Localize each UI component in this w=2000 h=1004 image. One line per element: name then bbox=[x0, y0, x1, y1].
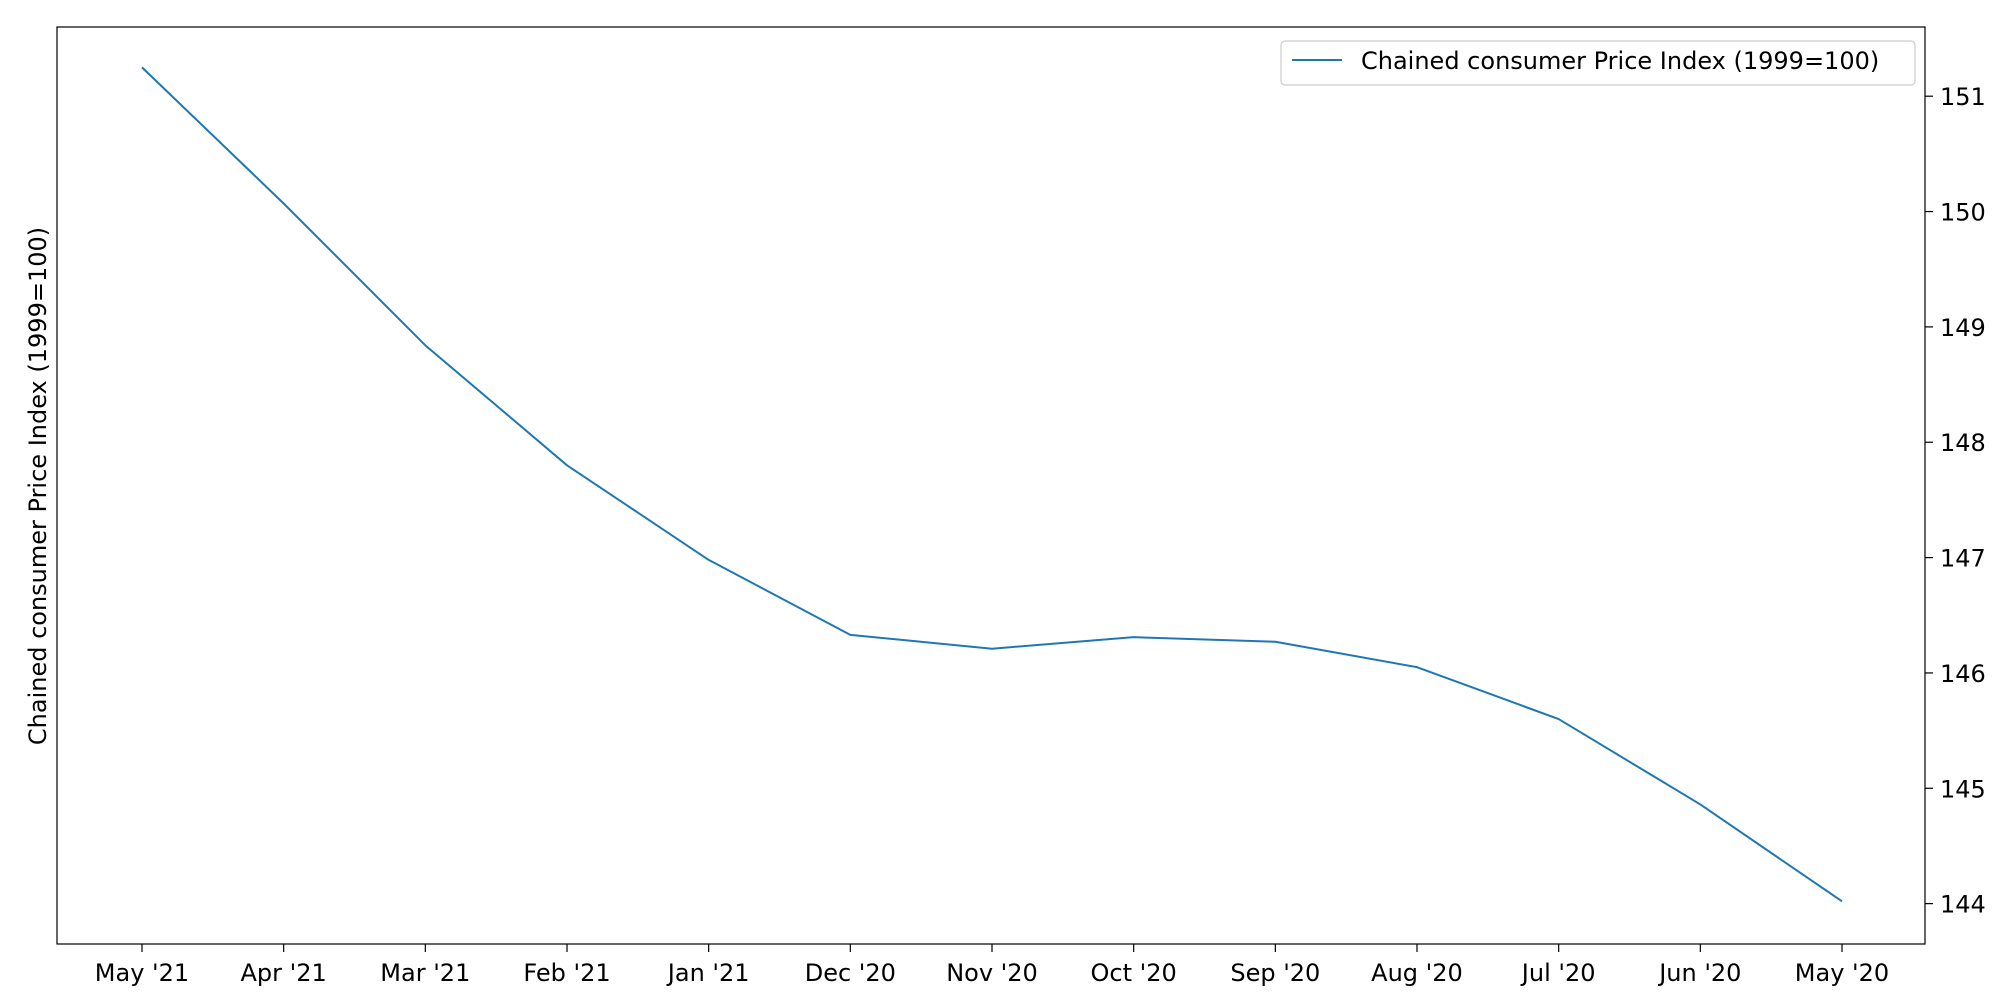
legend: Chained consumer Price Index (1999=100) bbox=[1280, 40, 1916, 86]
legend-box bbox=[1280, 40, 1916, 86]
plot-frame bbox=[56, 26, 1926, 945]
x-tick-label: Dec '20 bbox=[805, 959, 896, 987]
legend-label: Chained consumer Price Index (1999=100) bbox=[1361, 47, 1879, 75]
x-tick-label: May '20 bbox=[1795, 959, 1889, 987]
y-tick-label: 149 bbox=[1940, 314, 1986, 342]
x-axis: May '21 Apr '21 Mar '21 Feb '21 Jan '21 Dec '… bbox=[95, 944, 1889, 987]
x-tick-label: Jul '20 bbox=[1520, 959, 1596, 987]
series-line bbox=[141, 66, 1843, 903]
x-tick-label: Jun '20 bbox=[1657, 959, 1741, 987]
y-tick-label: 146 bbox=[1940, 660, 1986, 688]
y-axis: 144 145 146 147 148 149 150 151 bbox=[1925, 83, 1986, 919]
x-tick-label: Apr '21 bbox=[241, 959, 327, 987]
x-tick-label: Oct '20 bbox=[1091, 959, 1177, 987]
y-tick-label: 145 bbox=[1940, 775, 1986, 803]
x-tick-label: Mar '21 bbox=[380, 959, 470, 987]
x-tick-label: Nov '20 bbox=[946, 959, 1038, 987]
y-tick-label: 144 bbox=[1940, 891, 1986, 919]
series-layer bbox=[141, 66, 1843, 903]
y-tick-label: 150 bbox=[1940, 199, 1986, 227]
y-tick-label: 151 bbox=[1940, 83, 1986, 111]
y-tick-label: 147 bbox=[1940, 545, 1986, 573]
x-tick-label: Jan '21 bbox=[666, 959, 750, 987]
y-tick-label: 148 bbox=[1940, 429, 1986, 457]
x-tick-label: Feb '21 bbox=[523, 959, 610, 987]
x-tick-label: Sep '20 bbox=[1230, 959, 1320, 987]
y-axis-label: Chained consumer Price Index (1999=100) bbox=[24, 227, 52, 745]
x-tick-label: May '21 bbox=[95, 959, 189, 987]
x-tick-label: Aug '20 bbox=[1371, 959, 1463, 987]
